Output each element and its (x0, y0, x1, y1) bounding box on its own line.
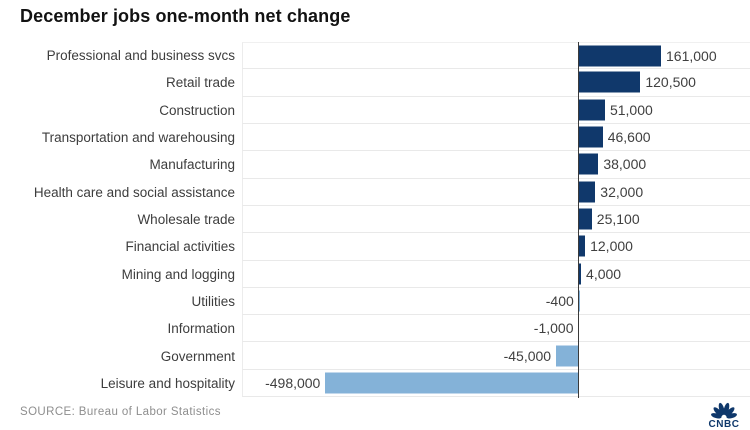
value-label: 32,000 (600, 183, 644, 200)
plot-cell: 25,100 (242, 205, 750, 234)
nbc-peacock-icon (711, 402, 737, 419)
plot-cell: -45,000 (242, 342, 750, 370)
chart-row: Information -1,000 (0, 315, 750, 343)
positive-bar (579, 263, 582, 285)
category-label: Transportation and warehousing (41, 130, 235, 146)
cnbc-logo: CNBC (705, 402, 743, 430)
plot-cell: 46,600 (242, 123, 750, 152)
plot-cell: 32,000 (242, 178, 750, 206)
value-label: 25,100 (596, 211, 640, 228)
category-label: Professional and business svcs (46, 48, 235, 64)
cnbc-wordmark: CNBC (708, 419, 740, 430)
value-label: 4,000 (586, 265, 622, 282)
category-label: Manufacturing (149, 157, 235, 173)
bar-chart: Professional and business svcs 161,000 Ret… (0, 42, 750, 398)
value-label: 12,000 (590, 238, 633, 255)
positive-bar (579, 45, 661, 67)
chart-row: Retail trade 120,500 (0, 69, 750, 97)
chart-row: Transportation and warehousing 46,600 (0, 123, 750, 152)
value-label: 38,000 (603, 156, 647, 173)
plot-cell: 51,000 (242, 96, 750, 124)
positive-bar (579, 71, 641, 93)
category-label: Utilities (191, 293, 235, 309)
value-label: -45,000 (503, 347, 552, 364)
negative-bar (556, 345, 579, 367)
plot-cell: -498,000 (242, 369, 750, 398)
positive-bar (579, 208, 592, 230)
chart-row: Mining and logging 4,000 (0, 260, 750, 288)
chart-row: Health care and social assistance 32,000 (0, 178, 750, 206)
category-label: Wholesale trade (137, 212, 235, 228)
chart-row: Professional and business svcs 161,000 (0, 42, 750, 70)
category-label: Health care and social assistance (33, 184, 235, 200)
category-label: Leisure and hospitality (100, 375, 235, 391)
chart-title: December jobs one-month net change (20, 6, 351, 26)
category-label: Retail trade (165, 75, 235, 91)
chart-row: Financial activities 12,000 (0, 233, 750, 261)
value-label: 51,000 (609, 101, 653, 118)
plot-cell: 4,000 (242, 260, 750, 288)
zero-baseline-axis (578, 42, 579, 398)
chart-row: Utilities -400 (0, 287, 750, 316)
source-credit: SOURCE: Bureau of Labor Statistics (20, 406, 221, 418)
positive-bar (579, 99, 605, 121)
value-label: -1,000 (533, 320, 574, 337)
chart-row: Leisure and hospitality -498,000 (0, 369, 750, 398)
category-label: Financial activities (125, 239, 235, 255)
category-label: Government (160, 348, 235, 364)
category-label: Information (167, 321, 235, 337)
positive-bar (579, 181, 596, 203)
plot-cell: 12,000 (242, 233, 750, 261)
value-label: 46,600 (607, 129, 651, 146)
plot-cell: 38,000 (242, 151, 750, 179)
chart-row: Wholesale trade 25,100 (0, 205, 750, 234)
value-label: 161,000 (666, 47, 717, 64)
value-label: 120,500 (645, 74, 696, 91)
positive-bar (579, 235, 586, 257)
value-label: -400 (545, 292, 574, 309)
category-label: Mining and logging (121, 266, 235, 282)
category-label: Construction (159, 102, 235, 118)
plot-cell: 120,500 (242, 69, 750, 97)
plot-cell: -1,000 (242, 315, 750, 343)
positive-bar (579, 153, 599, 175)
positive-bar (579, 126, 603, 148)
value-label: -498,000 (265, 374, 321, 391)
plot-cell: 161,000 (242, 42, 750, 70)
plot-cell: -400 (242, 287, 750, 316)
negative-bar (325, 372, 579, 394)
chart-row: Manufacturing 38,000 (0, 151, 750, 179)
chart-row: Government -45,000 (0, 342, 750, 370)
chart-row: Construction 51,000 (0, 96, 750, 124)
